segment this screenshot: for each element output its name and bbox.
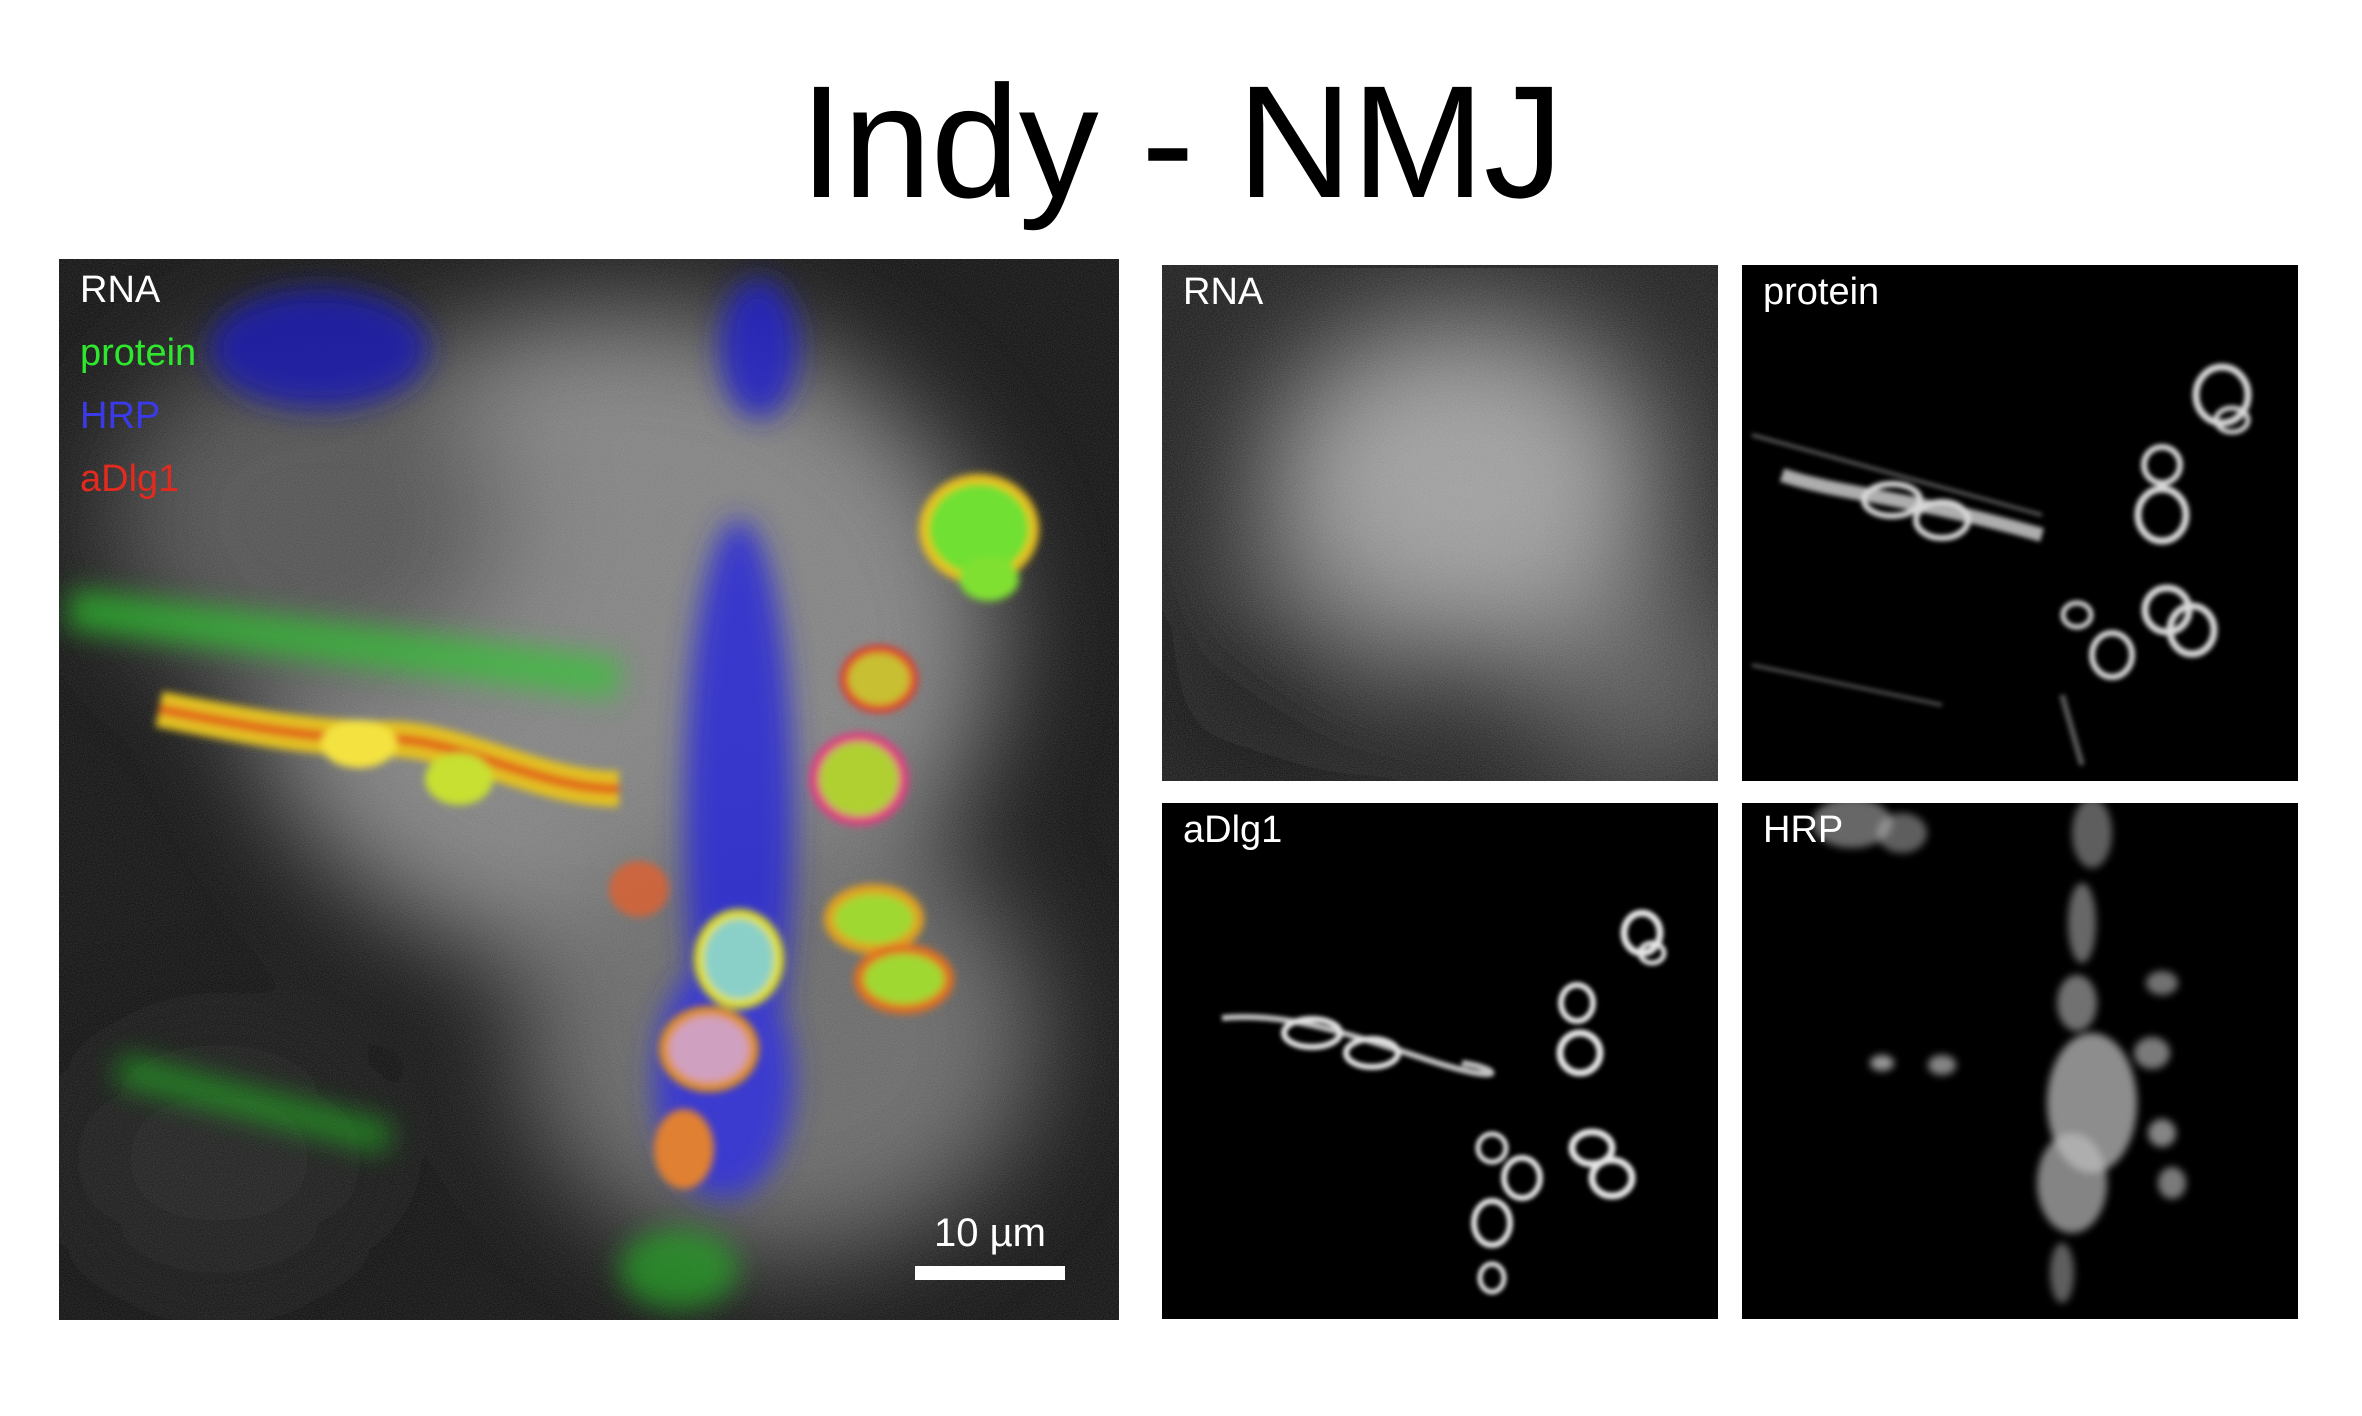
merged-image [59, 259, 1119, 1320]
protein-channel-panel: protein [1742, 265, 2298, 781]
scale-bar [915, 1266, 1065, 1280]
legend-adlg1: aDlg1 [80, 458, 180, 500]
legend-protein: protein [80, 332, 197, 374]
rna-channel-image [1162, 265, 1718, 781]
legend-rna: RNA [80, 269, 161, 311]
adlg1-channel-image [1162, 803, 1718, 1319]
rna-panel-label: RNA [1183, 271, 1264, 313]
scale-bar-label: 10 µm [934, 1211, 1046, 1255]
merged-micrograph: RNA protein HRP aDlg1 10 µm [59, 259, 1119, 1320]
legend-hrp: HRP [80, 395, 161, 437]
protein-channel-image [1742, 265, 2298, 781]
figure-title: Indy - NMJ [799, 52, 1563, 231]
hrp-panel-label: HRP [1763, 809, 1844, 851]
rna-channel-panel: RNA [1162, 265, 1718, 781]
adlg1-panel-label: aDlg1 [1183, 809, 1283, 851]
protein-panel-label: protein [1763, 271, 1880, 313]
hrp-channel-image [1742, 803, 2298, 1319]
adlg1-channel-panel: aDlg1 [1162, 803, 1718, 1319]
hrp-channel-panel: HRP [1742, 803, 2298, 1319]
